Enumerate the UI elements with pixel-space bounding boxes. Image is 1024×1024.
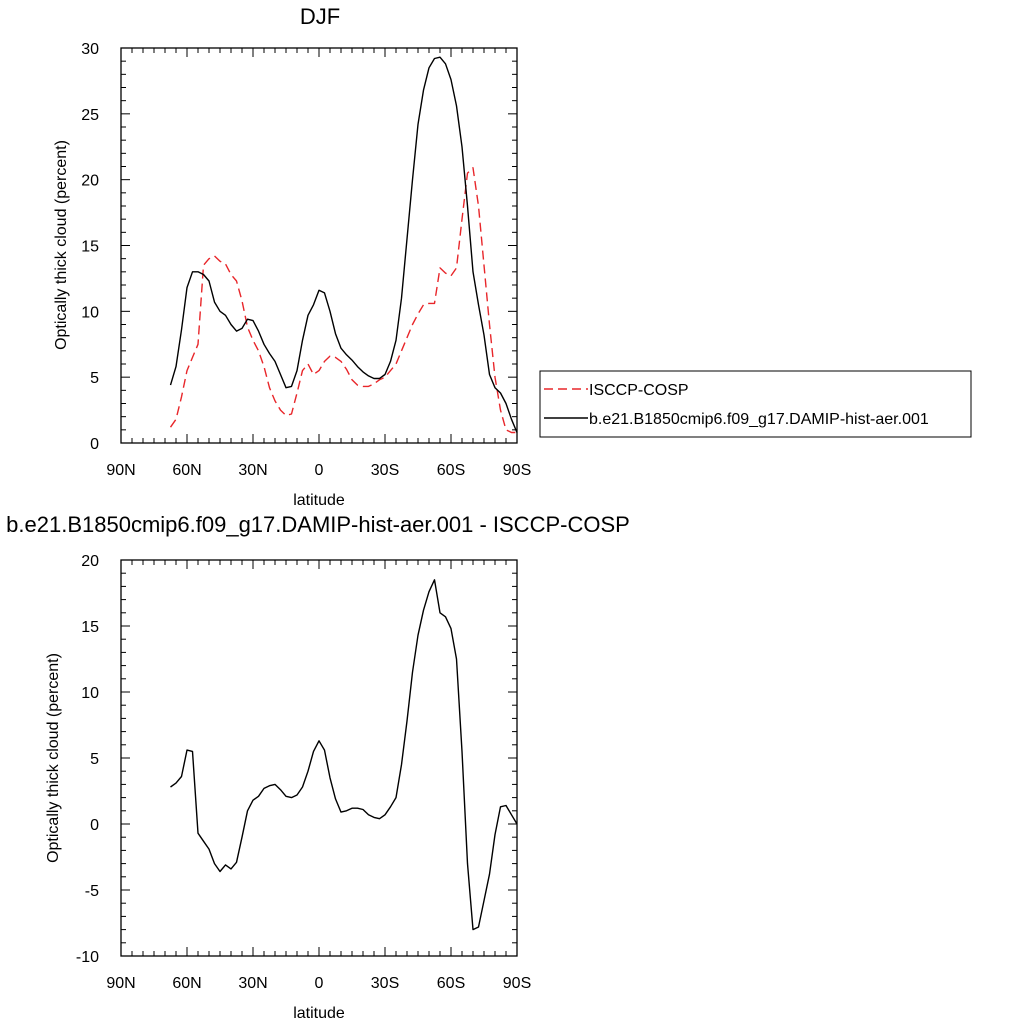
top-chart-frame — [120, 47, 518, 444]
y-tick-label: 25 — [81, 107, 99, 124]
x-tick-label: 0 — [315, 975, 324, 992]
x-tick-label: 60S — [437, 975, 465, 992]
y-tick-label: 5 — [90, 751, 99, 768]
legend-label-isccp: ISCCP-COSP — [589, 382, 689, 399]
x-tick-label: 60N — [172, 462, 201, 479]
bottom-chart-panel: b.e21.B1850cmip6.f09_g17.DAMIP-hist-aer.… — [6, 512, 630, 1022]
y-tick-label: -10 — [76, 949, 99, 966]
x-tick-label: 0 — [315, 462, 324, 479]
x-tick-label: 90S — [503, 975, 531, 992]
y-tick-label: 5 — [90, 370, 99, 387]
x-tick-label: 30S — [371, 462, 399, 479]
x-tick-label: 60S — [437, 462, 465, 479]
top-chart-panel: DJF 90N 60N 30N 0 30S 60S 90S 0 5 10 15 20 25 30 lati… — [53, 4, 531, 509]
top-chart-x-axis-label: latitude — [293, 492, 345, 509]
y-tick-label: 10 — [81, 304, 99, 321]
bottom-chart-tick-labels: 90N 60N 30N 0 30S 60S 90S -10 -5 0 5 10 15 20 — [76, 553, 531, 992]
top-chart-title: DJF — [300, 4, 340, 29]
y-tick-label: -5 — [85, 883, 99, 900]
top-chart-ticks — [120, 47, 518, 444]
y-tick-label: 0 — [90, 817, 99, 834]
bottom-chart-x-axis-label: latitude — [293, 1005, 345, 1022]
x-tick-label: 30S — [371, 975, 399, 992]
bottom-chart-lines — [170, 579, 518, 931]
y-tick-label: 20 — [81, 553, 99, 570]
legend-label-model: b.e21.B1850cmip6.f09_g17.DAMIP-hist-aer.… — [589, 411, 929, 428]
top-chart-lines — [169, 56, 518, 434]
series-line-isccp-cosp — [169, 167, 517, 434]
x-tick-label: 90N — [106, 975, 135, 992]
x-tick-label: 30N — [238, 462, 267, 479]
y-tick-label: 20 — [81, 173, 99, 190]
series-line-b-e21-b1850cmip6-f09-g17-damip-hist-aer-001 — [169, 56, 518, 433]
bottom-chart-ticks — [120, 559, 518, 957]
top-chart-tick-labels: 90N 60N 30N 0 30S 60S 90S 0 5 10 15 20 25 30 — [81, 41, 531, 479]
series-line-difference — [170, 579, 518, 931]
bottom-chart-frame — [120, 559, 518, 957]
top-chart-y-axis-label: Optically thick cloud (percent) — [53, 140, 70, 350]
x-tick-label: 90S — [503, 462, 531, 479]
y-tick-label: 0 — [90, 436, 99, 453]
y-tick-label: 30 — [81, 41, 99, 58]
y-tick-label: 15 — [81, 239, 99, 256]
x-tick-label: 30N — [238, 975, 267, 992]
bottom-chart-y-axis-label: Optically thick cloud (percent) — [45, 653, 62, 863]
y-tick-label: 15 — [81, 619, 99, 636]
x-tick-label: 60N — [172, 975, 201, 992]
x-tick-label: 90N — [106, 462, 135, 479]
legend: ISCCP-COSP b.e21.B1850cmip6.f09_g17.DAMI… — [539, 370, 972, 438]
legend-box — [539, 370, 972, 438]
bottom-chart-title: b.e21.B1850cmip6.f09_g17.DAMIP-hist-aer.… — [6, 512, 630, 537]
y-tick-label: 10 — [81, 685, 99, 702]
